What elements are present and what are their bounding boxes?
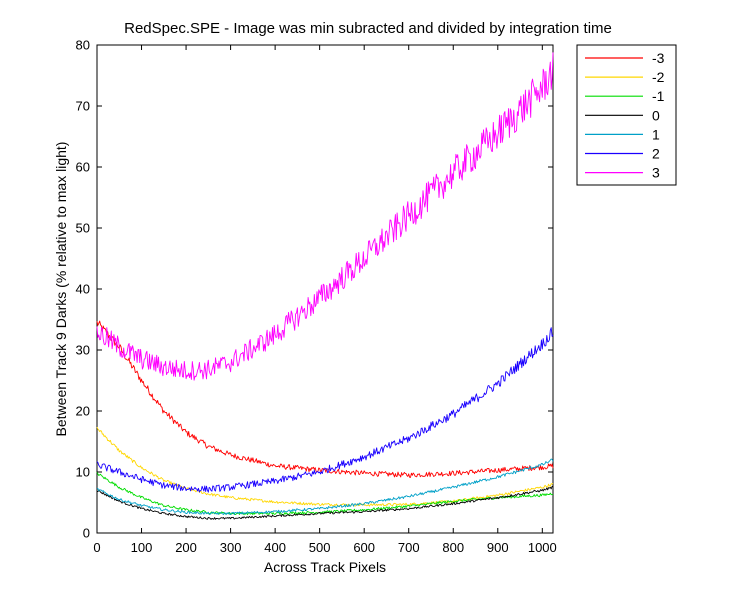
- x-tick-label: 400: [264, 540, 286, 555]
- y-axis-label: Between Track 9 Darks (% relative to max…: [53, 142, 69, 437]
- legend-label: -2: [652, 69, 665, 85]
- x-tick-label: 1000: [528, 540, 557, 555]
- y-tick-label: 10: [76, 465, 90, 480]
- legend-label: 0: [652, 107, 660, 123]
- y-tick-label: 80: [76, 38, 90, 53]
- plot-area: [97, 45, 553, 533]
- legend-label: 1: [652, 126, 660, 142]
- legend-label: -3: [652, 50, 665, 66]
- x-axis-label: Across Track Pixels: [264, 559, 386, 575]
- y-tick-label: 30: [76, 343, 90, 358]
- y-tick-label: 20: [76, 404, 90, 419]
- y-tick-label: 0: [83, 526, 90, 541]
- x-tick-label: 0: [93, 540, 100, 555]
- legend: -3 -2 -1 0 1 2 3: [577, 45, 676, 185]
- y-tick-label: 60: [76, 160, 90, 175]
- x-tick-label: 700: [398, 540, 420, 555]
- y-tick-label: 40: [76, 282, 90, 297]
- y-tick-label: 70: [76, 99, 90, 114]
- x-tick-label: 200: [175, 540, 197, 555]
- x-tick-label: 800: [442, 540, 464, 555]
- x-tick-label: 600: [353, 540, 375, 555]
- y-tick-label: 50: [76, 221, 90, 236]
- x-tick-label: 300: [220, 540, 242, 555]
- x-tick-label: 500: [309, 540, 331, 555]
- x-tick-label: 900: [487, 540, 509, 555]
- legend-label: 2: [652, 146, 660, 162]
- chart-title: RedSpec.SPE - Image was min subracted an…: [124, 20, 612, 37]
- legend-label: -1: [652, 88, 665, 104]
- legend-label: 3: [652, 165, 660, 181]
- x-tick-label: 100: [131, 540, 153, 555]
